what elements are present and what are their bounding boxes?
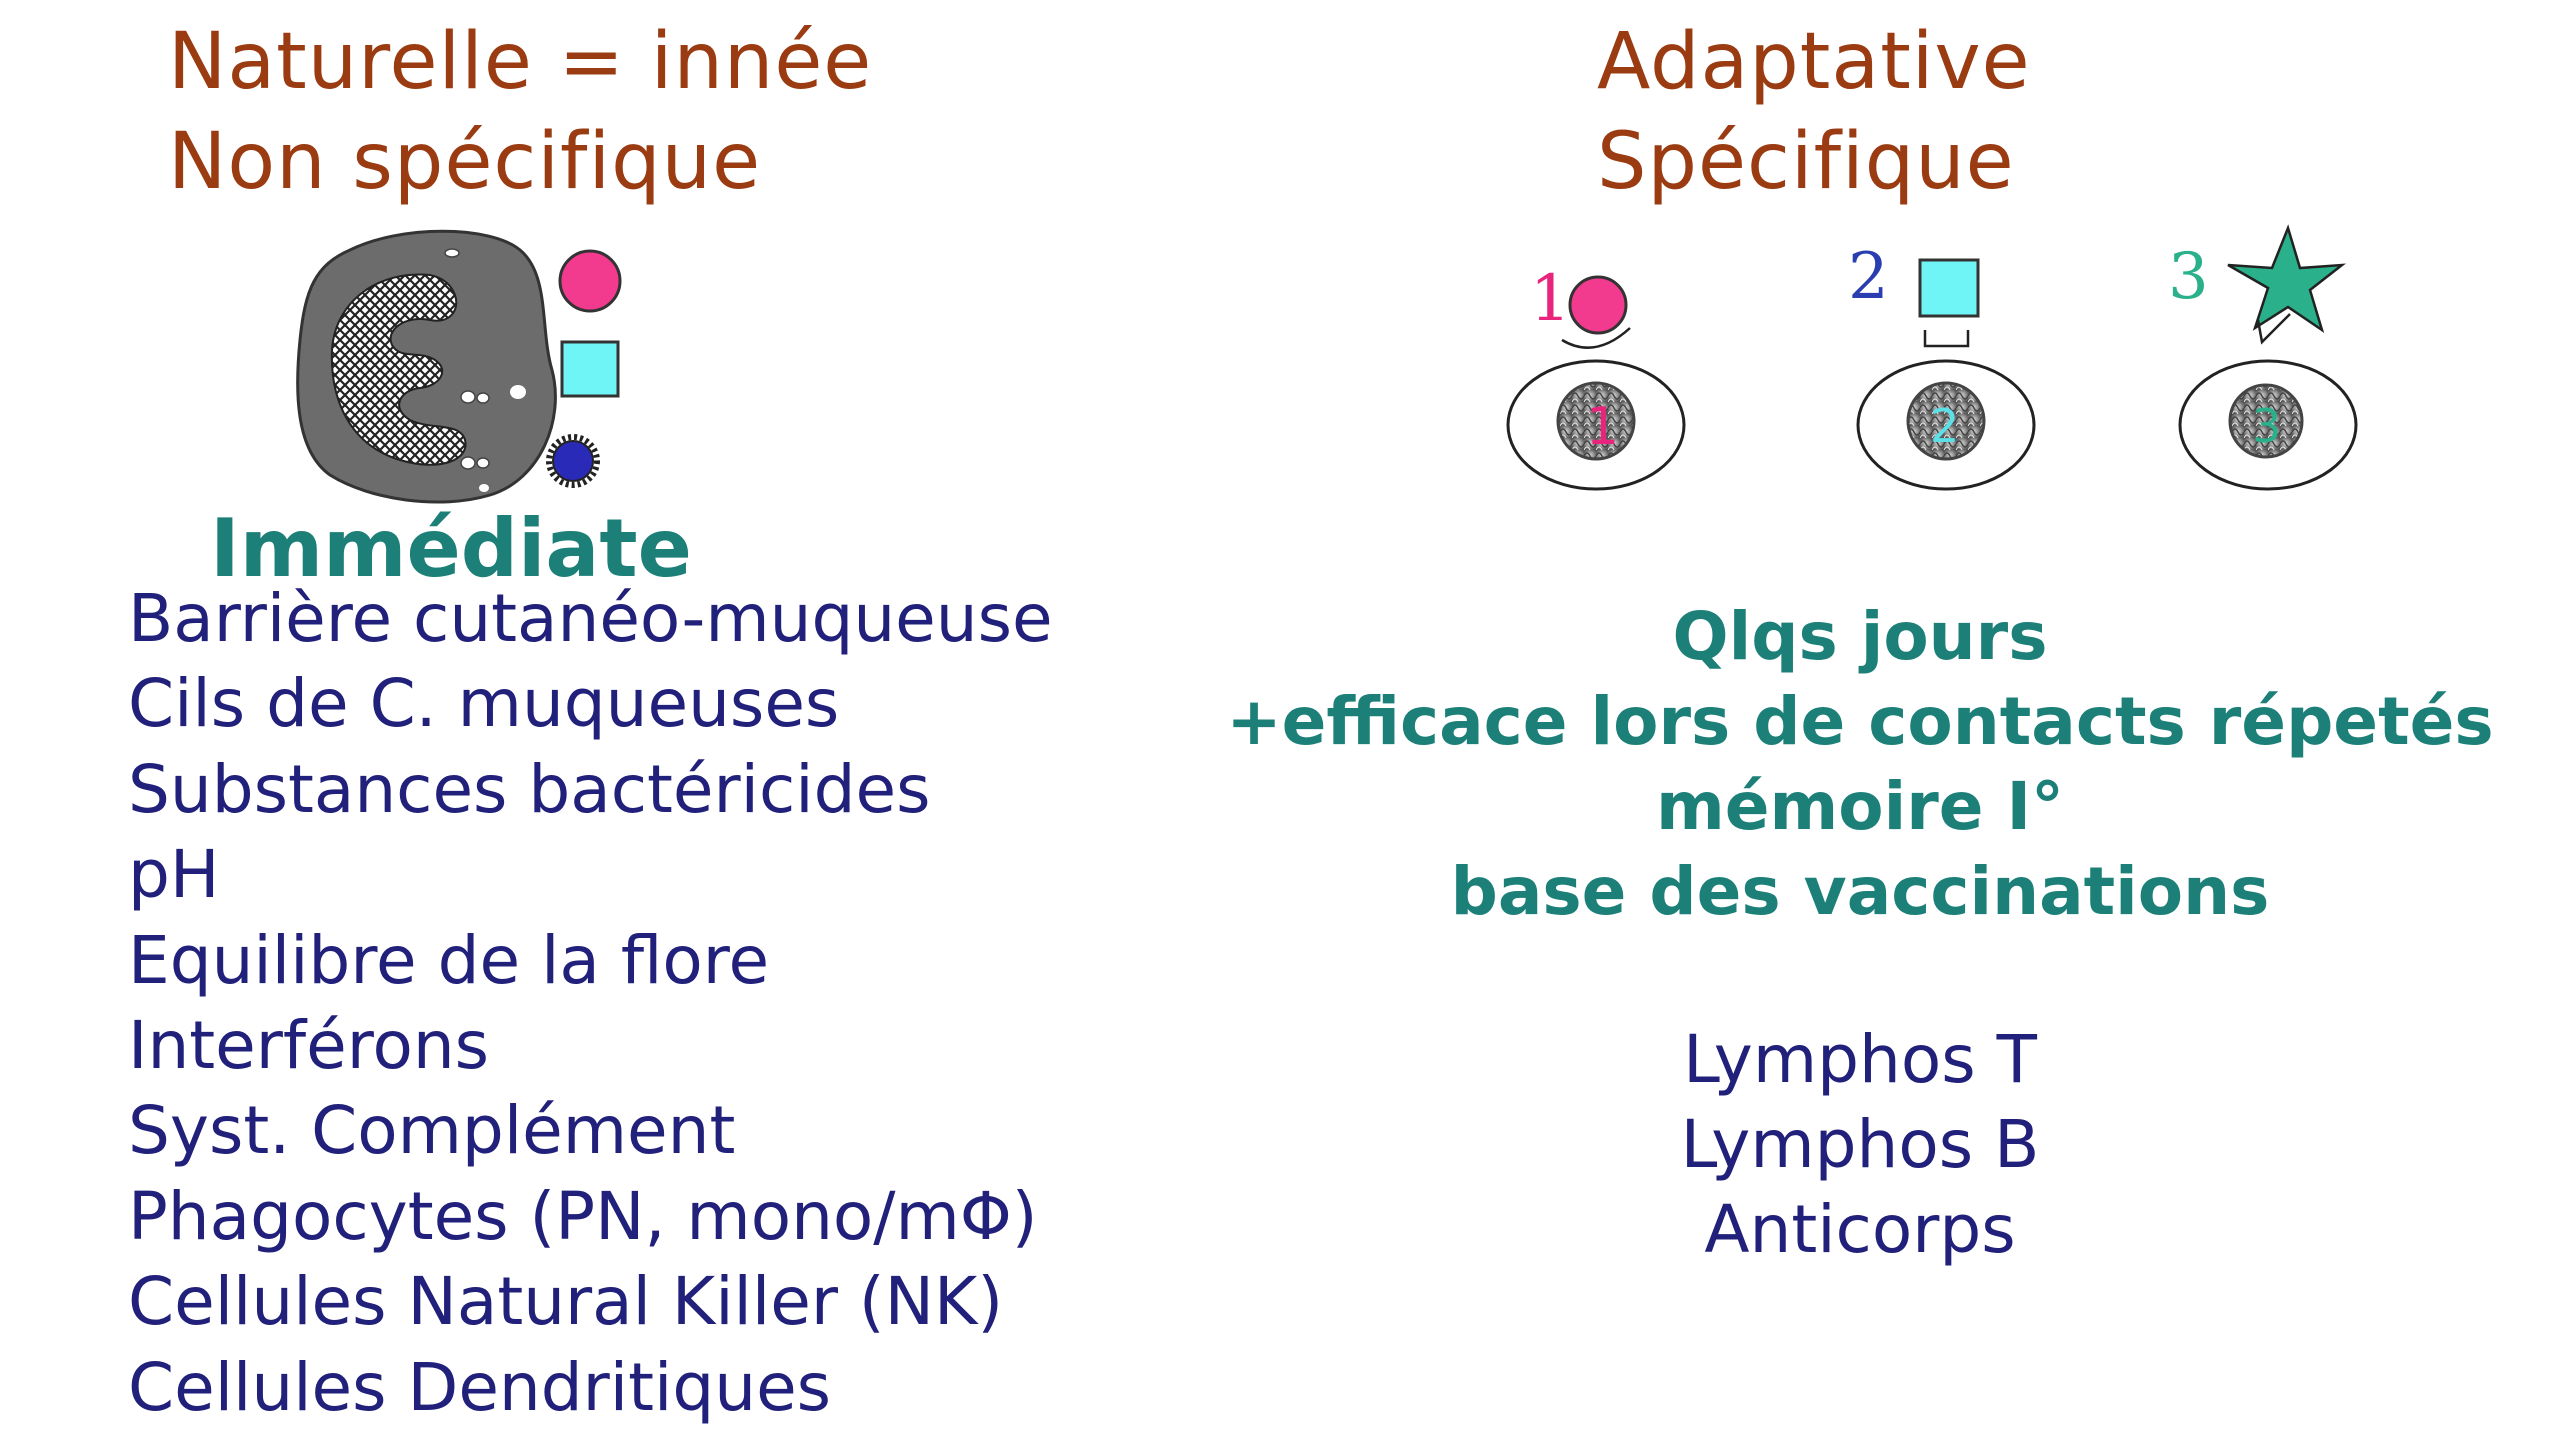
adaptive-title-line2: Spécifique	[1597, 117, 2015, 207]
list-item: Phagocytes (PN, mono/mΦ)	[128, 1177, 1038, 1255]
phagocyte-illustration	[296, 229, 622, 504]
list-item: Interférons	[128, 1006, 490, 1084]
list-item: Cellules Dendritiques	[128, 1348, 832, 1426]
nucleus-mark-3: 3	[2252, 399, 2281, 453]
lymphocyte-1: 1 1	[1506, 262, 1686, 491]
innate-timing: Immédiate	[210, 502, 692, 595]
vacuole	[476, 392, 490, 404]
clone-label-3: 3	[2168, 240, 2209, 314]
adaptive-cells-list: Lymphos T Lymphos B Anticorps	[1190, 1017, 2530, 1272]
nucleus-mark-1: 1	[1586, 397, 1619, 457]
vacuole	[476, 457, 490, 469]
list-item: Barrière cutanéo-muqueuse	[128, 580, 1053, 657]
vacuole	[460, 390, 476, 404]
list-item: Syst. Complément	[128, 1092, 736, 1170]
antigen-circle	[1568, 275, 1628, 335]
innate-title-line1: Naturelle = innée	[168, 17, 873, 107]
phagocyte-nucleus	[330, 273, 467, 466]
list-item: Substances bactéricides	[128, 750, 931, 828]
list-item: Lymphos B	[1680, 1106, 2040, 1183]
lymphocyte-2: 2 2	[1848, 240, 2036, 491]
innate-defense-list: Barrière cutanéo-muqueuse Cils de C. muq…	[128, 576, 1053, 1430]
note-vaccination: base des vaccinations	[1450, 853, 2270, 930]
vacuole	[479, 484, 489, 492]
antigen-square	[1918, 258, 1980, 318]
list-item: Anticorps	[1704, 1191, 2016, 1268]
note-memory: mémoire I°	[1655, 768, 2065, 845]
vacuole	[510, 385, 526, 399]
vacuole	[444, 248, 460, 258]
lymphocyte-diagram: 1 1 2 2 3 3	[1506, 224, 2358, 491]
pathogen-square	[560, 340, 620, 398]
receptor-1	[1561, 327, 1631, 349]
receptor-3	[2256, 313, 2291, 345]
antigen-star	[2227, 224, 2347, 334]
lymphocyte-3: 3 3	[2168, 224, 2358, 491]
list-item: Equilibre de la flore	[128, 921, 770, 999]
list-item: pH	[128, 836, 220, 914]
nucleus-mark-2: 2	[1930, 399, 1959, 453]
pathogen-spiky	[546, 434, 600, 488]
list-item: Cils de C. muqueuses	[128, 665, 840, 743]
vacuole	[460, 456, 476, 470]
note-efficacy: +efficace lors de contacts répetés	[1226, 683, 2494, 760]
adaptive-notes: Qlqs jours +efficace lors de contacts ré…	[1190, 594, 2530, 934]
clone-label-1: 1	[1530, 262, 1571, 336]
innate-title-line2: Non spécifique	[168, 117, 762, 207]
note-onset: Qlqs jours	[1672, 598, 2048, 675]
receptor-2	[1923, 330, 1970, 348]
list-item: Lymphos T	[1683, 1021, 2037, 1098]
clone-label-2: 2	[1848, 240, 1889, 314]
cell-nucleus-3	[2228, 383, 2304, 459]
cell-nucleus-1	[1556, 381, 1636, 461]
list-item: Cellules Natural Killer (NK)	[128, 1263, 1004, 1341]
cell-nucleus-2	[1906, 381, 1986, 461]
adaptive-title-line1: Adaptative	[1597, 17, 2031, 107]
pathogen-circle	[558, 249, 622, 313]
